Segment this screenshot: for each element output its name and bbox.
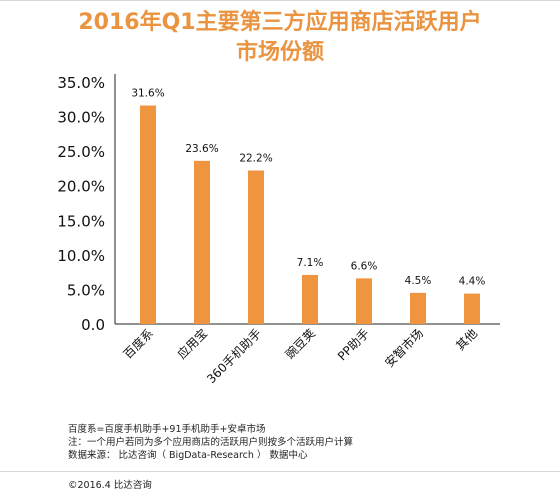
bar-value-label: 22.2% [239,153,272,165]
x-category-label: 豌豆荚 [282,326,318,362]
x-category-label: 其他 [453,326,480,353]
bar [140,105,156,324]
bar-value-label: 31.6% [131,88,164,100]
chart-title: 2016年Q1主要第三方应用商店活跃用户 市场份额 [0,8,560,68]
note-definition: 百度系=百度手机助手+91手机助手+安卓市场 [68,424,266,435]
x-category-label: 应用宝 [174,326,210,362]
chart-notes: 百度系=百度手机助手+91手机助手+安卓市场 注：一个用户若同为多个应用商店的活… [68,423,353,462]
bar-value-label: 4.4% [459,276,486,288]
bar [248,170,264,324]
y-tick-label: 10.0% [57,247,105,265]
y-tick-label: 25.0% [57,143,105,161]
top-border [0,0,560,1]
y-tick-label: 0.0 [81,316,105,334]
bar-value-label: 6.6% [351,260,378,272]
y-tick-label: 35.0% [57,74,105,92]
bar-value-label: 4.5% [405,275,432,287]
y-tick-label: 5.0% [67,281,105,299]
y-tick-label: 30.0% [57,109,105,127]
x-category-label: 360手机助手 [204,326,264,386]
x-category-label: 百度系 [120,326,156,362]
bar [410,292,426,324]
x-category-label: PP助手 [335,326,372,363]
note-source: 数据来源： 比达咨询（ BigData-Research ） 数据中心 [68,450,308,461]
bar-value-label: 7.1% [297,257,324,269]
chart-title-line-1: 2016年Q1主要第三方应用商店活跃用户 [78,10,482,35]
copyright-footer: ©2016.4 比达咨询 [68,480,152,491]
footer-divider [0,471,560,472]
bar [356,278,372,324]
bar-chart: 0.0 5.0% 10.0% 15.0% 20.0% 25.0% 30.0% 35.0% 31.… [57,74,500,386]
note-methodology: 注：一个用户若同为多个应用商店的活跃用户则按多个活跃用户计算 [68,437,354,448]
bar-value-label: 23.6% [185,143,218,155]
y-tick-label: 15.0% [57,212,105,230]
bar [194,160,210,324]
y-tick-label: 20.0% [57,178,105,196]
chart-title-line-2: 市场份额 [235,40,324,65]
bar [302,274,318,324]
x-category-label: 安智市场 [382,326,427,371]
bar [464,293,480,324]
